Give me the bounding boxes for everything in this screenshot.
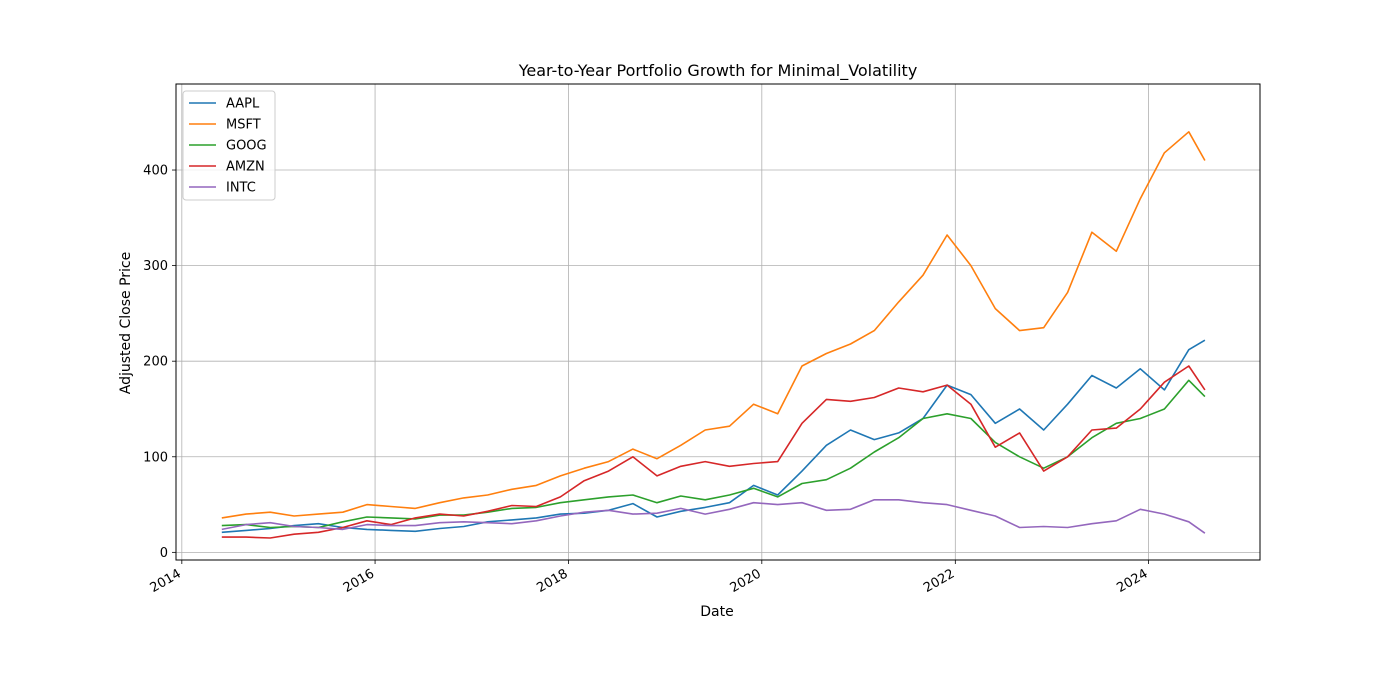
plot-area-frame — [175, 83, 1261, 561]
y-tick-label: 0 — [160, 546, 168, 561]
y-tick-label: 200 — [143, 355, 168, 370]
y-axis-label: Adjusted Close Price — [118, 252, 134, 394]
y-tick-label: 300 — [143, 259, 168, 274]
legend-label-goog: GOOG — [226, 139, 267, 154]
legend-label-intc: INTC — [226, 181, 256, 196]
series-lines — [221, 131, 1206, 539]
series-line-amzn — [221, 365, 1206, 539]
x-axis-label: Date — [700, 604, 733, 620]
y-axis-ticks: 0 100 200 300 400 — [143, 164, 176, 561]
legend-box — [182, 90, 276, 201]
legend-label-aapl: AAPL — [226, 97, 260, 112]
series-line-goog — [221, 379, 1206, 529]
y-tick-label: 400 — [143, 164, 168, 179]
series-line-intc — [221, 498, 1206, 534]
chart-title: Year-to-Year Portfolio Growth for Minima… — [518, 61, 918, 81]
legend-label-amzn: AMZN — [226, 160, 265, 175]
series-line-aapl — [221, 339, 1206, 534]
series-line-msft — [221, 131, 1206, 519]
legend: AAPL MSFT GOOG AMZN INTC — [182, 90, 276, 201]
y-tick-label: 100 — [143, 450, 168, 465]
legend-label-msft: MSFT — [226, 118, 261, 133]
grid-lines — [176, 84, 1260, 560]
